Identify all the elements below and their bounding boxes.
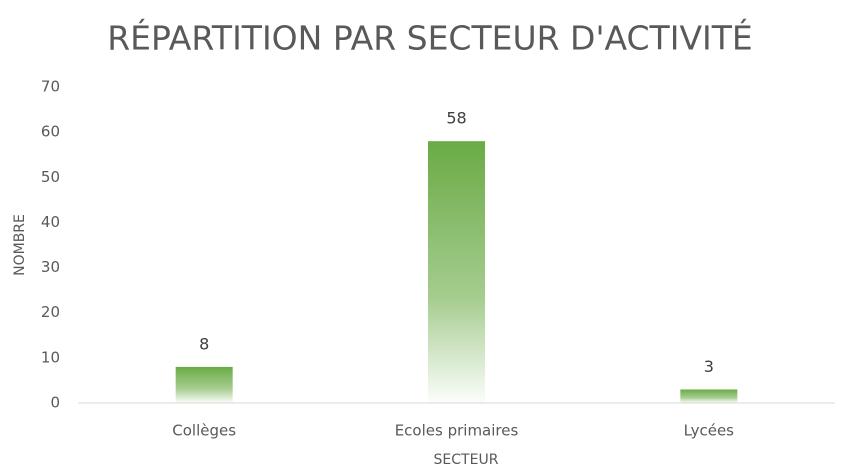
data-label: 58 (446, 109, 466, 128)
bar (680, 389, 738, 403)
y-tick-label: 10 (41, 348, 60, 366)
y-tick-label: 50 (41, 168, 60, 186)
data-label: 8 (199, 334, 209, 353)
x-axis-label: SECTEUR (434, 452, 499, 468)
bar (175, 366, 233, 403)
y-tick-label: 20 (41, 303, 60, 321)
x-tick-label: Collèges (172, 422, 236, 440)
y-tick-label: 40 (41, 213, 60, 231)
chart-title: RÉPARTITION PAR SECTEUR D'ACTIVITÉ (107, 18, 753, 58)
y-tick-label: 60 (41, 123, 60, 141)
y-axis-label: NOMBRE (12, 214, 28, 276)
x-tick-label: Ecoles primaires (395, 422, 519, 440)
data-label: 3 (704, 357, 714, 376)
y-tick-label: 30 (41, 258, 60, 276)
bar (428, 141, 485, 403)
y-tick-label: 70 (41, 78, 60, 96)
x-tick-label: Lycées (684, 422, 735, 440)
y-tick-label: 0 (50, 394, 60, 412)
